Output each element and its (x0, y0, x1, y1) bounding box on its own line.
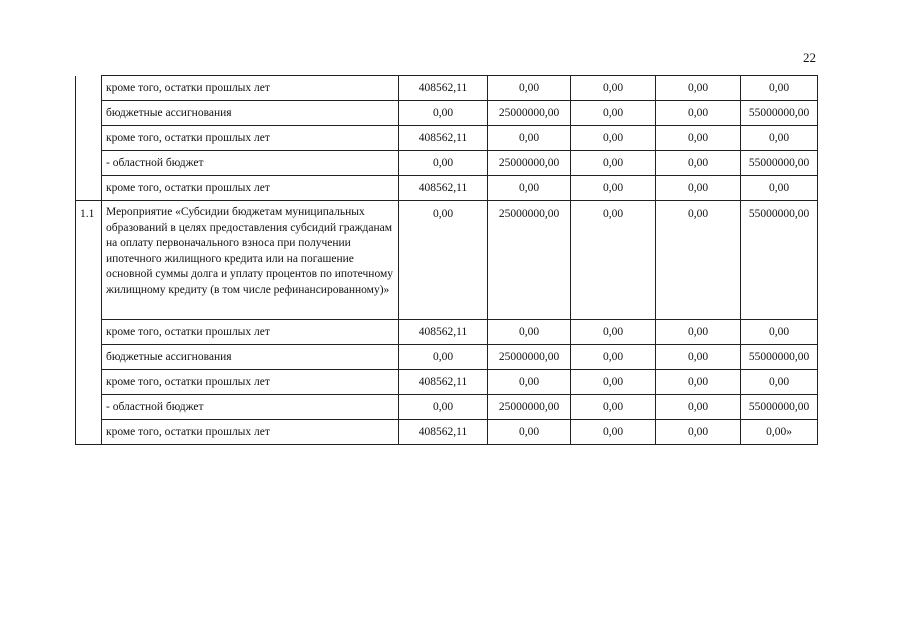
value-cell: 408562,11 (398, 369, 488, 395)
row-label: - областной бюджет (101, 394, 399, 420)
value-cell: 0,00 (655, 175, 741, 201)
value-cell: 55000000,00 (740, 150, 818, 176)
value-cell: 0,00 (655, 369, 741, 395)
value-cell: 0,00» (740, 419, 818, 445)
table-row: - областной бюджет 0,00 25000000,00 0,00 0,0… (76, 394, 818, 420)
value-cell: 408562,11 (398, 319, 488, 345)
table-row: кроме того, остатки прошлых лет 408562,11… (76, 319, 818, 345)
value-cell: 0,00 (398, 200, 488, 320)
value-cell: 0,00 (398, 150, 488, 176)
value-cell: 408562,11 (398, 175, 488, 201)
row-label: бюджетные ассигнования (101, 100, 399, 126)
value-cell: 0,00 (487, 175, 571, 201)
row-label: кроме того, остатки прошлых лет (101, 175, 399, 201)
value-cell: 55000000,00 (740, 344, 818, 370)
value-cell: 0,00 (655, 125, 741, 151)
row-label: кроме того, остатки прошлых лет (101, 75, 399, 101)
value-cell: 0,00 (570, 75, 656, 101)
value-cell: 0,00 (740, 175, 818, 201)
value-cell: 55000000,00 (740, 200, 818, 320)
value-cell: 0,00 (398, 344, 488, 370)
value-cell: 0,00 (655, 200, 741, 320)
table-row: 1.1 Мероприятие «Субсидии бюджетам муници… (75, 200, 818, 445)
item-number-cell: 1.1 (75, 200, 102, 445)
value-cell: 0,00 (570, 100, 656, 126)
value-cell: 25000000,00 (487, 150, 571, 176)
value-cell: 0,00 (740, 319, 818, 345)
value-cell: 25000000,00 (487, 394, 571, 420)
item-number-cell (75, 75, 102, 201)
value-cell: 55000000,00 (740, 394, 818, 420)
value-cell: 0,00 (655, 75, 741, 101)
table-row: кроме того, остатки прошлых лет 408562,11… (75, 75, 818, 201)
value-cell: 0,00 (655, 100, 741, 126)
value-cell: 0,00 (655, 319, 741, 345)
value-cell: 25000000,00 (487, 100, 571, 126)
value-cell: 0,00 (398, 394, 488, 420)
value-cell: 0,00 (655, 344, 741, 370)
value-cell: 0,00 (740, 369, 818, 395)
value-cell: 25000000,00 (487, 200, 571, 320)
value-cell: 0,00 (570, 369, 656, 395)
value-cell: 408562,11 (398, 419, 488, 445)
value-cell: 0,00 (655, 394, 741, 420)
table-row: кроме того, остатки прошлых лет 408562,11… (76, 125, 818, 151)
value-cell: 0,00 (487, 419, 571, 445)
value-cell: 0,00 (740, 75, 818, 101)
value-cell: 0,00 (487, 369, 571, 395)
table-row: бюджетные ассигнования 0,00 25000000,00 0,0… (76, 344, 818, 370)
value-cell: 408562,11 (398, 75, 488, 101)
row-label: - областной бюджет (101, 150, 399, 176)
value-cell: 0,00 (570, 175, 656, 201)
row-label: кроме того, остатки прошлых лет (101, 125, 399, 151)
value-cell: 0,00 (655, 150, 741, 176)
table-row: кроме того, остатки прошлых лет 408562,11… (76, 419, 818, 445)
value-cell: 0,00 (570, 419, 656, 445)
value-cell: 0,00 (570, 200, 656, 320)
table-row: кроме того, остатки прошлых лет 408562,11… (76, 175, 818, 201)
value-cell: 25000000,00 (487, 344, 571, 370)
value-cell: 0,00 (570, 125, 656, 151)
value-cell: 0,00 (570, 394, 656, 420)
table-row: - областной бюджет 0,00 25000000,00 0,00 0,0… (76, 150, 818, 176)
row-label: бюджетные ассигнования (101, 344, 399, 370)
value-cell: 0,00 (487, 319, 571, 345)
row-label: кроме того, остатки прошлых лет (101, 419, 399, 445)
budget-table: кроме того, остатки прошлых лет 408562,11… (75, 75, 818, 445)
value-cell: 55000000,00 (740, 100, 818, 126)
table-row: кроме того, остатки прошлых лет 408562,11… (76, 369, 818, 395)
value-cell: 408562,11 (398, 125, 488, 151)
page-number: 22 (803, 50, 816, 65)
value-cell: 0,00 (487, 125, 571, 151)
table-row: бюджетные ассигнования 0,00 25000000,00 0,0… (76, 100, 818, 126)
row-label: Мероприятие «Субсидии бюджетам муниципал… (101, 200, 399, 320)
value-cell: 0,00 (655, 419, 741, 445)
value-cell: 0,00 (740, 125, 818, 151)
row-label: кроме того, остатки прошлых лет (101, 319, 399, 345)
value-cell: 0,00 (570, 344, 656, 370)
value-cell: 0,00 (398, 100, 488, 126)
row-label: кроме того, остатки прошлых лет (101, 369, 399, 395)
value-cell: 0,00 (487, 75, 571, 101)
value-cell: 0,00 (570, 319, 656, 345)
value-cell: 0,00 (570, 150, 656, 176)
